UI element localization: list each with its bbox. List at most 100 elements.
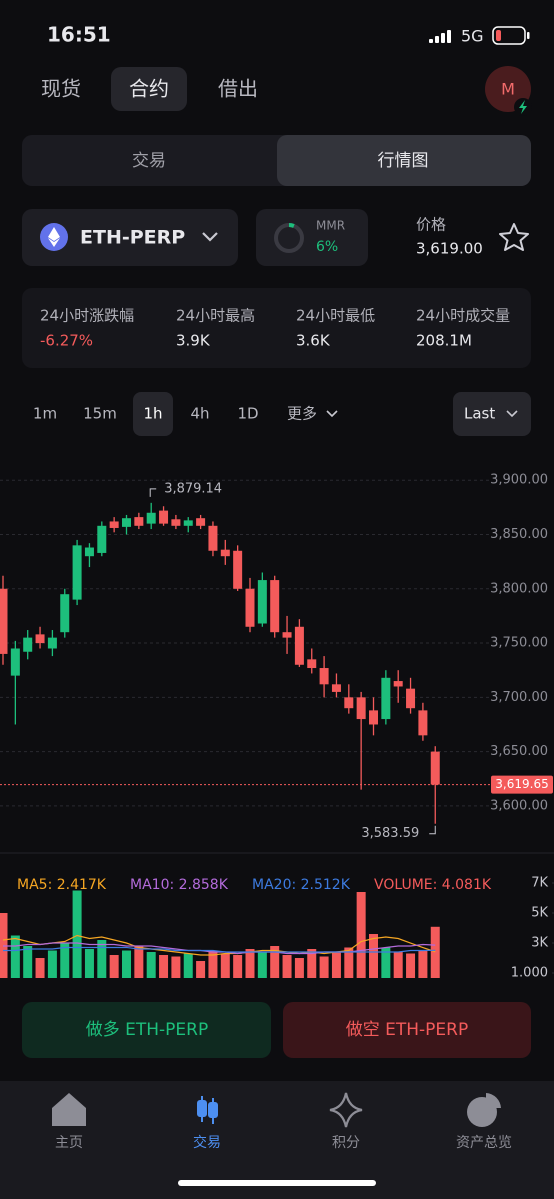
nav-label[interactable]: 交易 [193,1134,221,1151]
segment[interactable]: 行情图 [378,151,429,171]
price-type: Last [464,405,495,423]
mmr-label: MMR [316,219,345,233]
high-marker [149,488,157,497]
timeframe[interactable]: 15m [83,405,117,423]
candle-body [84,547,94,557]
tab-active-bg [111,67,187,111]
battery-icon [492,26,530,45]
ma-line [3,946,436,953]
market-selector[interactable] [22,209,238,266]
stats-box [22,288,531,368]
badge-bolt [519,100,527,114]
volume-bar [319,956,329,978]
eth-glyph [48,227,60,247]
candle-body [196,518,206,526]
segment-active [277,135,531,186]
candle-body [257,580,267,624]
y-tick-label: 3,600.00 [490,798,548,813]
candle-body [23,637,33,652]
assets-icon[interactable] [467,1093,501,1127]
low-marker [429,825,436,835]
home-icon[interactable] [52,1093,86,1126]
tab[interactable]: 合约 [129,77,169,101]
volume-bar [393,952,403,978]
nav-label[interactable]: 主页 [55,1135,83,1151]
timeframe[interactable]: 1D [237,405,258,423]
volume-tick-label: 1.000 [511,966,548,981]
candle-body [356,697,366,720]
volume-bar [159,955,169,978]
stat-label: 24小时涨跌幅 [40,307,134,325]
candle-body [307,659,317,669]
candle-body [0,588,8,654]
segment[interactable]: 交易 [132,151,166,171]
volume-bar [35,958,45,978]
candle-body [418,710,428,736]
chevron [202,232,218,242]
volume-bar [406,953,416,978]
short-button[interactable] [283,1002,531,1058]
high-label: 3,879.14 [164,481,222,496]
points-icon[interactable] [329,1092,363,1128]
stat-label: 24小时成交量 [416,307,510,325]
status-network: 5G [461,27,484,46]
timeframe[interactable]: 1h [143,405,162,423]
volume-tick-label: 7K [531,876,548,891]
ma-line [2,934,436,956]
volume-bar [10,935,20,978]
candle-body [10,648,20,676]
price-type-box[interactable] [453,392,531,436]
volume-bar [122,950,131,978]
volume-legend: MA10: 2.858K [130,877,229,893]
y-tick-label: 3,900.00 [490,473,548,488]
market-symbol: ETH-PERP [80,227,185,249]
status-time: 16:51 [47,23,111,47]
candle-body [381,677,391,720]
candle-body [146,512,156,524]
nav-label[interactable]: 积分 [332,1135,360,1151]
y-tick-label: 3,650.00 [490,744,548,759]
timeframe[interactable]: 1m [33,405,57,423]
volume-tick-label: 3K [531,936,548,951]
favorite-star[interactable] [499,223,529,251]
volume-bar [84,949,94,978]
mmr-box [256,209,368,266]
candle-body [122,518,131,527]
timeframe[interactable]: 更多 [287,405,317,423]
trade-icon[interactable] [197,1096,218,1124]
volume-bar [23,946,33,978]
last-price-box [491,775,553,794]
candle-body [270,580,280,633]
candle-body [159,510,169,524]
volume-bar [381,947,391,978]
long-button[interactable] [22,1002,271,1058]
volume-bar [270,946,280,978]
volume-bar [369,934,378,978]
candle-body [72,545,82,600]
stat-label: 24小时最低 [296,307,375,325]
nav-label[interactable]: 资产总览 [456,1135,512,1151]
volume-chart: 7K 5K 3K 1.000 MA5: 2.417K MA10: 2.858K MA20: … [0,876,554,981]
tab[interactable]: 现货 [41,77,81,101]
candle-body [35,634,45,644]
volume-bar [418,950,428,978]
volume-bar [183,953,193,978]
tab[interactable]: 借出 [218,77,258,101]
timeframe[interactable]: 4h [190,405,209,423]
volume-bar [245,949,255,978]
mmr-arc [288,223,295,228]
candle-body [233,550,243,589]
candle-body [282,632,292,638]
candle-body [47,637,57,649]
volume-bar [134,946,144,978]
volume-bar [47,950,57,978]
volume-bar [72,890,82,978]
volume-legend: MA5: 2.417K [17,877,107,893]
volume-bar [257,952,267,978]
volume-bar [97,940,107,978]
candle-body [109,521,119,528]
chevron [326,410,338,418]
volume-bar [196,961,206,978]
y-tick-label: 3,800.00 [490,581,548,596]
candle-body [183,520,193,526]
